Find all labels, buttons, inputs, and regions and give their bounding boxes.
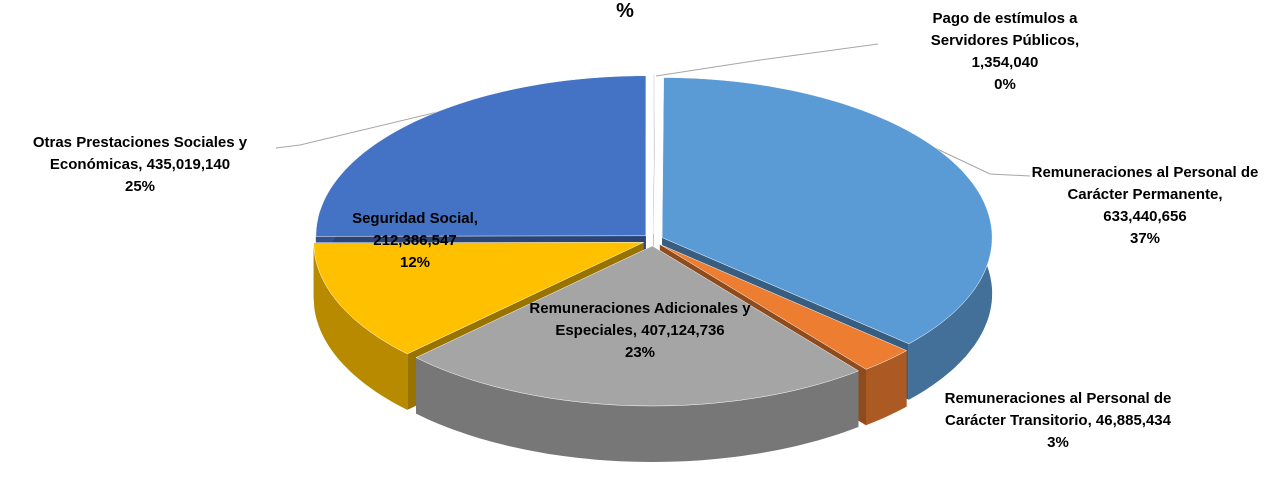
percent-label: 25% xyxy=(124,178,156,195)
data-label: Remuneraciones Adicionales y Especiales,… xyxy=(505,298,775,364)
percent-label: 0% xyxy=(994,76,1016,93)
percent-label: 12% xyxy=(399,254,431,271)
data-label: Seguridad Social, 212,386,547 12% xyxy=(350,208,480,274)
category-label: Seguridad Social, xyxy=(352,210,478,227)
category-label: Remuneraciones al Personal de Carácter P… xyxy=(1031,164,1259,203)
value-label: 435,019,140 xyxy=(146,156,231,173)
slice xyxy=(315,75,647,237)
slice-side xyxy=(313,242,408,410)
leader-line xyxy=(655,43,879,77)
slice xyxy=(659,244,908,370)
data-label: Pago de estímulos a Servidores Públicos,… xyxy=(918,8,1093,96)
leader-line xyxy=(934,147,1031,177)
chart-title: % xyxy=(616,0,634,22)
category-label: Otras Prestaciones Sociales y Económicas… xyxy=(32,134,248,173)
leader-lines xyxy=(275,43,1031,177)
category-label: Pago de estímulos a Servidores Públicos, xyxy=(930,10,1080,49)
data-label: Remuneraciones al Personal de Carácter P… xyxy=(1029,162,1261,250)
value-label: 46,885,434 xyxy=(1095,412,1171,429)
slice-side xyxy=(866,350,907,426)
value-label: 212,386,547 xyxy=(373,232,457,249)
slice xyxy=(415,245,860,407)
value-label: 1,354,040 xyxy=(971,54,1039,71)
percent-label: 37% xyxy=(1129,230,1161,247)
value-label: 633,440,656 xyxy=(1103,208,1187,225)
slice xyxy=(652,73,655,235)
percent-label: 23% xyxy=(624,344,656,361)
category-label: Remuneraciones Adicionales y Especiales, xyxy=(529,300,751,339)
category-label: Remuneraciones al Personal de Carácter T… xyxy=(944,390,1172,429)
data-label: Remuneraciones al Personal de Carácter T… xyxy=(938,388,1178,454)
slice xyxy=(661,77,993,345)
slice xyxy=(313,242,644,355)
value-label: 407,124,736 xyxy=(641,322,725,339)
data-label: Otras Prestaciones Sociales y Económicas… xyxy=(0,132,283,198)
leader-line xyxy=(275,109,447,149)
percent-label: 3% xyxy=(1047,434,1069,451)
slice-side xyxy=(416,357,859,462)
